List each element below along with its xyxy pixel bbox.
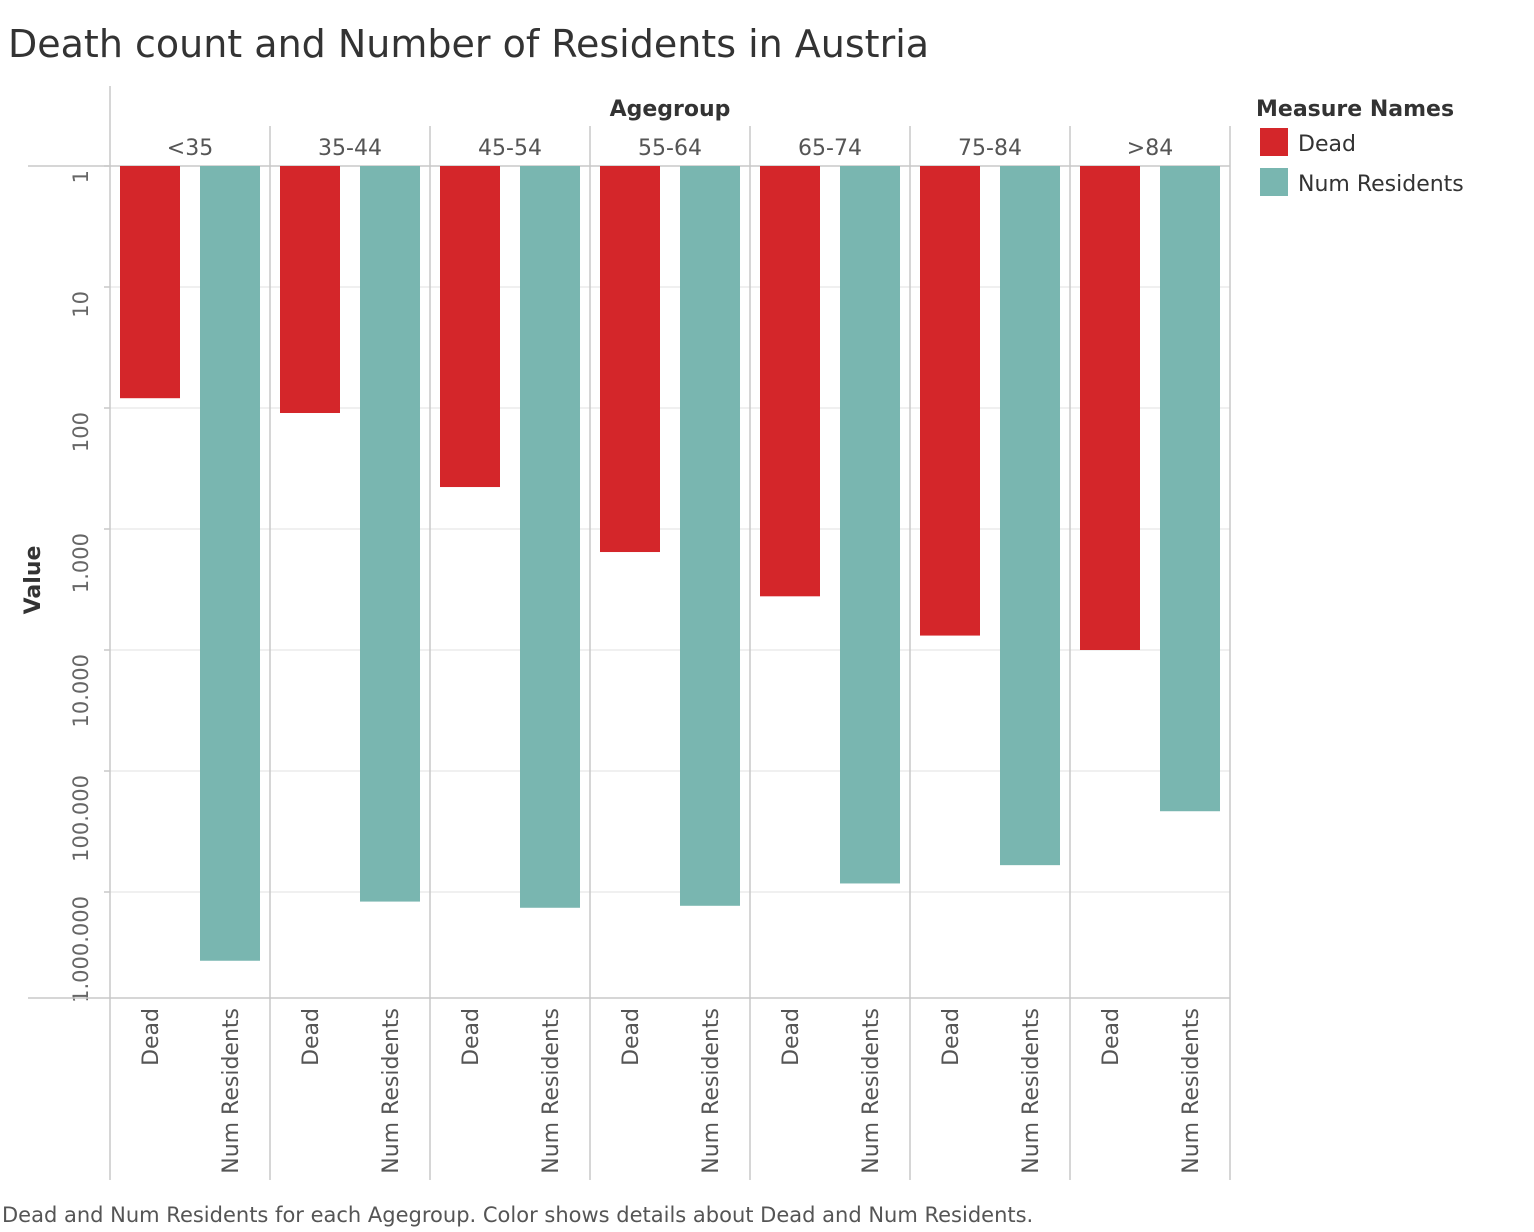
agegroup-labels: <35 35-44 45-54 55-64 65-74 75-84 >84 bbox=[167, 136, 1173, 161]
y-tick-label-2: 100 bbox=[69, 412, 93, 452]
bar-num-residents-0 bbox=[200, 166, 260, 961]
agegroup-label-2: 45-54 bbox=[478, 136, 542, 161]
measure-label-2-1: Num Residents bbox=[539, 1008, 564, 1174]
measure-label-2-0: Dead bbox=[459, 1008, 484, 1066]
measure-label-4-0: Dead bbox=[779, 1008, 804, 1066]
agegroup-label-5: 75-84 bbox=[958, 136, 1022, 161]
measure-labels: Dead Num Residents Dead Num Residents Dead Nu… bbox=[139, 1008, 1204, 1174]
measure-label-6-1: Num Residents bbox=[1179, 1008, 1204, 1174]
bar-dead-2 bbox=[440, 166, 500, 488]
measure-label-0-0: Dead bbox=[139, 1008, 164, 1066]
measure-label-1-0: Dead bbox=[299, 1008, 324, 1066]
agegroup-label-6: >84 bbox=[1127, 136, 1173, 161]
measure-label-5-0: Dead bbox=[939, 1008, 964, 1066]
chart-title: Death count and Number of Residents in A… bbox=[8, 22, 929, 66]
measure-label-3-1: Num Residents bbox=[699, 1008, 724, 1174]
agegroup-label-3: 55-64 bbox=[638, 136, 702, 161]
bar-num-residents-5 bbox=[1000, 166, 1060, 866]
bar-dead-5 bbox=[920, 166, 980, 636]
legend-label-0: Dead bbox=[1298, 132, 1356, 157]
bar-dead-3 bbox=[600, 166, 660, 553]
legend-swatch-1 bbox=[1260, 168, 1288, 196]
bar-dead-0 bbox=[120, 166, 180, 399]
agegroup-label-1: 35-44 bbox=[318, 136, 382, 161]
bar-dead-4 bbox=[760, 166, 820, 597]
gridlines bbox=[110, 165, 1230, 893]
y-tick-label-0: 1 bbox=[69, 170, 93, 183]
measure-label-3-0: Dead bbox=[619, 1008, 644, 1066]
measure-label-6-0: Dead bbox=[1099, 1008, 1124, 1066]
legend-label-1: Num Residents bbox=[1298, 172, 1464, 197]
bar-num-residents-6 bbox=[1160, 166, 1220, 812]
bar-num-residents-1 bbox=[360, 166, 420, 902]
measure-label-0-1: Num Residents bbox=[219, 1008, 244, 1174]
bars bbox=[120, 166, 1220, 961]
bar-num-residents-4 bbox=[840, 166, 900, 884]
y-axis-ticks: 1 10 100 1.000 10.000 100.000 1.000.000 bbox=[69, 165, 110, 1003]
agegroup-label-0: <35 bbox=[167, 136, 213, 161]
column-header: Agegroup bbox=[610, 97, 731, 122]
y-tick-label-3: 1.000 bbox=[69, 533, 93, 593]
measure-label-1-1: Num Residents bbox=[379, 1008, 404, 1174]
y-axis-label: Value bbox=[21, 546, 46, 615]
y-tick-label-6: 1.000.000 bbox=[69, 896, 93, 1003]
chart-caption: Dead and Num Residents for each Agegroup… bbox=[2, 1203, 1033, 1227]
legend-title: Measure Names bbox=[1256, 97, 1454, 122]
legend: Measure Names Dead Num Residents bbox=[1256, 97, 1464, 197]
bar-num-residents-2 bbox=[520, 166, 580, 908]
y-tick-label-1: 10 bbox=[69, 291, 93, 318]
bar-dead-6 bbox=[1080, 166, 1140, 650]
bar-dead-1 bbox=[280, 166, 340, 414]
measure-label-5-1: Num Residents bbox=[1019, 1008, 1044, 1174]
bar-num-residents-3 bbox=[680, 166, 740, 906]
panel-dividers bbox=[28, 86, 1231, 1180]
y-tick-label-5: 100.000 bbox=[69, 775, 93, 862]
agegroup-label-4: 65-74 bbox=[798, 136, 862, 161]
legend-swatch-0 bbox=[1260, 128, 1288, 156]
y-tick-label-4: 10.000 bbox=[69, 654, 93, 727]
measure-label-4-1: Num Residents bbox=[859, 1008, 884, 1174]
